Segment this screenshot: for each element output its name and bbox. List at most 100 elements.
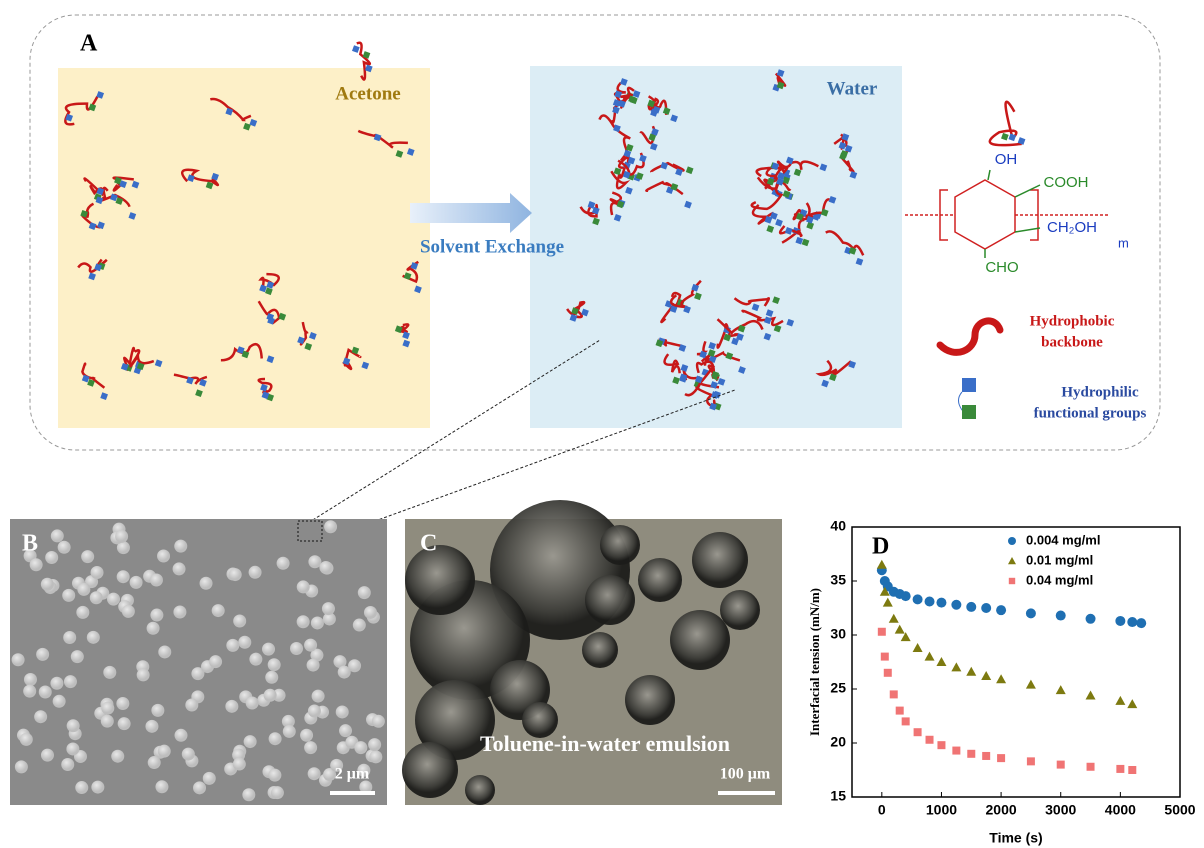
point [1127, 699, 1137, 708]
particle [336, 705, 349, 718]
legend-marker [1009, 578, 1015, 584]
particle [151, 704, 164, 717]
particle [277, 557, 290, 570]
particle [71, 650, 84, 663]
backbone-icon [940, 321, 1000, 352]
particle [297, 615, 310, 628]
droplet [692, 532, 748, 588]
particle [246, 697, 259, 710]
particle [115, 530, 128, 543]
particle [12, 653, 25, 666]
particle [81, 550, 94, 563]
point [925, 652, 935, 661]
point [936, 598, 946, 608]
particle [304, 741, 317, 754]
particle [53, 695, 66, 708]
particle [103, 666, 116, 679]
plot-frame [852, 527, 1180, 797]
particle [118, 717, 131, 730]
particle [311, 616, 324, 629]
particle [15, 760, 28, 773]
group-icon [959, 378, 977, 419]
particle [150, 609, 163, 622]
legend-text: backbone [1041, 334, 1103, 350]
particle [226, 639, 239, 652]
particle [368, 738, 381, 751]
point [1027, 757, 1035, 765]
point [902, 717, 910, 725]
particle [290, 642, 303, 655]
particle [91, 566, 104, 579]
point [925, 597, 935, 607]
point [1115, 696, 1125, 705]
particle [269, 732, 282, 745]
particle [233, 758, 246, 771]
particle [174, 729, 187, 742]
particle [116, 697, 129, 710]
group-label: CHO [985, 259, 1018, 276]
point [1057, 761, 1065, 769]
particle [319, 561, 332, 574]
particle [312, 690, 325, 703]
particle [174, 540, 187, 553]
point [895, 625, 905, 634]
particle [39, 686, 52, 699]
particle [369, 750, 382, 763]
particle [77, 583, 90, 596]
particle [209, 655, 222, 668]
point [981, 671, 991, 680]
particle [348, 659, 361, 672]
point [926, 736, 934, 744]
y-tick-label: 15 [830, 788, 846, 804]
particle [24, 673, 37, 686]
point [913, 594, 923, 604]
particle [41, 749, 54, 762]
particle [372, 715, 385, 728]
point [896, 707, 904, 715]
particle [300, 729, 313, 742]
scale-label: 2 μm [335, 766, 370, 783]
particle [173, 562, 186, 575]
particle [354, 741, 367, 754]
point [966, 667, 976, 676]
chart: 152025303540010002000300040005000Time (s… [807, 518, 1196, 846]
particle [308, 555, 321, 568]
group [1001, 133, 1009, 141]
particle [262, 643, 275, 656]
x-tick-label: 4000 [1105, 802, 1136, 818]
particle [249, 653, 262, 666]
particle [158, 645, 171, 658]
group-label: COOH [1044, 174, 1089, 191]
particle [150, 574, 163, 587]
particle [51, 529, 64, 542]
particle [67, 719, 80, 732]
particle [145, 720, 158, 733]
particle [158, 745, 171, 758]
panel-label: A [80, 31, 98, 57]
particle [225, 700, 238, 713]
particle [62, 589, 75, 602]
group-label: OH [995, 151, 1018, 168]
particle [193, 781, 206, 794]
particle [265, 671, 278, 684]
particle [137, 668, 150, 681]
particle [200, 577, 213, 590]
particle [242, 788, 255, 801]
particle [229, 568, 242, 581]
droplet [405, 545, 475, 615]
solvent-label: Acetone [335, 83, 400, 104]
droplet [402, 742, 458, 798]
particle [111, 750, 124, 763]
particle [122, 605, 135, 618]
panel-label: B [22, 531, 38, 557]
point [890, 690, 898, 698]
x-tick-label: 0 [878, 802, 886, 818]
arrow-label: Solvent Exchange [420, 236, 564, 257]
droplet [625, 675, 675, 725]
particle [58, 541, 71, 554]
particle [101, 702, 114, 715]
point [1087, 763, 1095, 771]
droplet [585, 575, 635, 625]
particle [324, 520, 337, 533]
point [881, 653, 889, 661]
